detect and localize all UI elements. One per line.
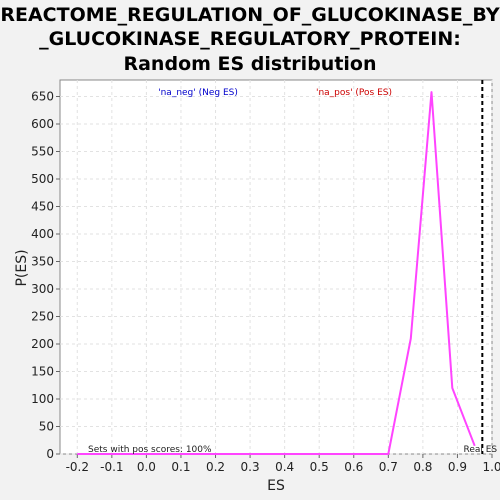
real-es: Real ES: [463, 80, 497, 455]
x-tick-label: 0.5: [310, 460, 329, 474]
x-tick-label: 0.2: [206, 460, 225, 474]
y-tick-label: 100: [31, 392, 54, 406]
y-tick-label: 50: [39, 420, 54, 434]
annotation-pos-scores: Sets with pos scores: 100%: [88, 445, 212, 455]
y-tick-label: 600: [31, 117, 54, 131]
series: [77, 91, 476, 455]
x-tick-label: 0.1: [171, 460, 190, 474]
y-tick-label: 350: [31, 255, 54, 269]
x-tick-label: 0.8: [413, 460, 432, 474]
x-tick-label: 0.3: [241, 460, 260, 474]
legend-pos: 'na_pos' (Pos ES): [316, 88, 392, 98]
y-tick-label: 200: [31, 337, 54, 351]
y-tick-label: 250: [31, 310, 54, 324]
chart-title-line-1: REACTOME_REGULATION_OF_GLUCOKINASE_BY: [0, 4, 499, 26]
y-tick-label: 500: [31, 172, 54, 186]
y-tick-label: 0: [46, 447, 54, 461]
x-tick-label: 0.0: [137, 460, 156, 474]
chart-title-line-3: Random ES distribution: [123, 53, 376, 75]
grid: [60, 80, 493, 455]
x-axis-ticks: -0.2 -0.1 0.0 0.1 0.2 0.3 0.4 0.5 0.6 0.7 0.8 0.9 1.…: [66, 454, 500, 474]
y-axis-ticks: 0 50 100 150 200 250 300 350 400 450 500 550 600 650: [31, 90, 60, 461]
y-tick-label: 550: [31, 145, 54, 159]
x-tick-label: 0.4: [275, 460, 294, 474]
y-tick-label: 400: [31, 227, 54, 241]
plot-area: [59, 79, 493, 455]
legend-neg: 'na_neg' (Neg ES): [158, 88, 238, 98]
x-tick-label: 0.6: [344, 460, 363, 474]
y-tick-label: 650: [31, 90, 54, 104]
x-tick-label: 1.0: [482, 460, 500, 474]
y-tick-label: 300: [31, 282, 54, 296]
y-tick-label: 450: [31, 200, 54, 214]
y-tick-label: 150: [31, 365, 54, 379]
series-line: [77, 91, 476, 455]
x-tick-label: -0.1: [100, 460, 123, 474]
x-axis-label: ES: [267, 478, 285, 494]
x-tick-label: 0.7: [379, 460, 398, 474]
real-es-label: Real ES: [463, 445, 497, 455]
chart-title-line-2: _GLUCOKINASE_REGULATORY_PROTEIN:: [39, 28, 461, 50]
x-tick-label: 0.9: [448, 460, 467, 474]
y-axis-label: P(ES): [14, 249, 30, 286]
x-tick-label: -0.2: [66, 460, 89, 474]
